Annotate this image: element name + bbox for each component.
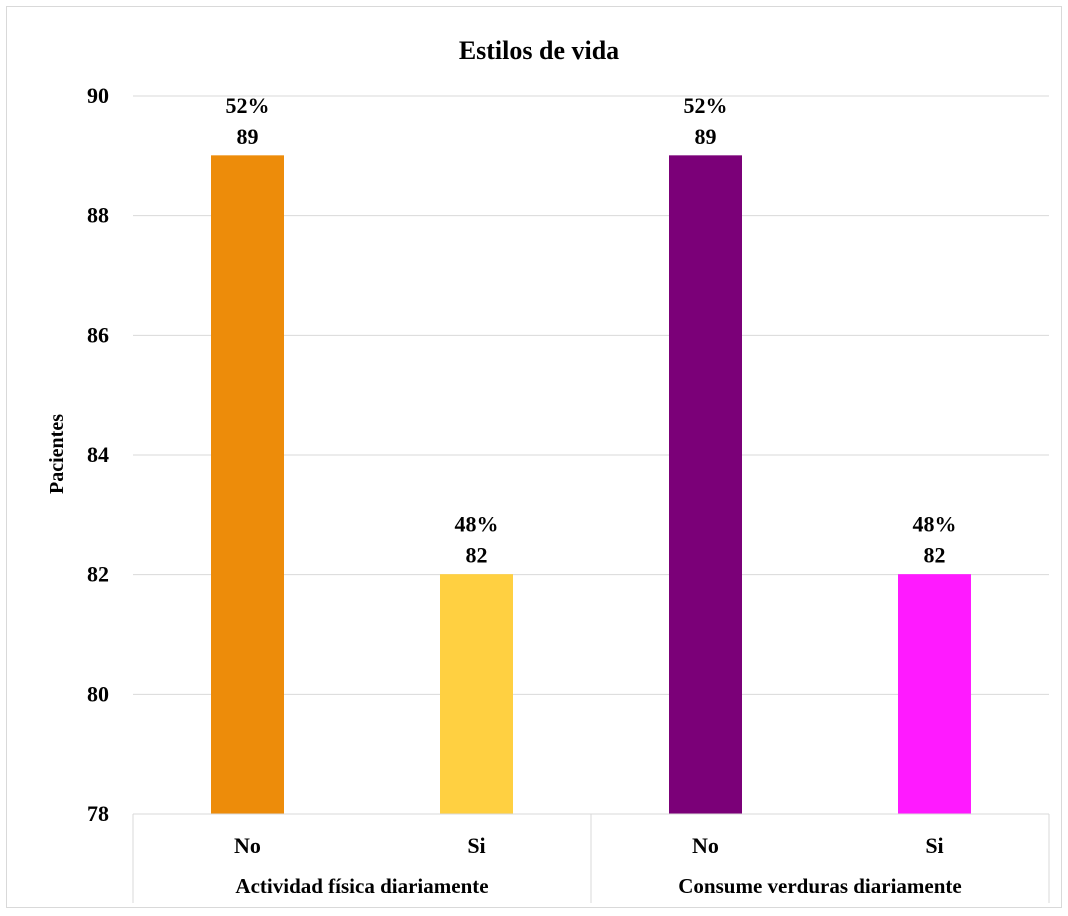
data-label-value: 82 xyxy=(466,543,488,568)
y-tick-label: 80 xyxy=(87,681,109,706)
data-label-value: 82 xyxy=(924,543,946,568)
data-label-percent: 52% xyxy=(226,93,270,118)
chart-container: Estilos de vida Pacientes 78 80 82 84 86 88 90… xyxy=(6,6,1062,908)
x-group-label: Actividad física diariamente xyxy=(235,874,488,898)
data-label-percent: 48% xyxy=(913,512,957,537)
gridlines xyxy=(133,95,1049,815)
x-group-label: Consume verduras diariamente xyxy=(678,874,961,898)
data-label-percent: 52% xyxy=(684,93,728,118)
bar-chart: Estilos de vida Pacientes 78 80 82 84 86 88 90… xyxy=(46,36,1050,903)
y-tick-label: 78 xyxy=(87,801,109,826)
y-tick-label: 86 xyxy=(87,322,109,347)
x-tick-label: Si xyxy=(467,833,485,858)
y-tick-labels: 78 80 82 84 86 88 90 xyxy=(87,83,109,826)
data-labels: 52% 89 48% 82 52% 89 48% 82 xyxy=(226,93,957,568)
chart-title: Estilos de vida xyxy=(459,36,619,65)
bar-no xyxy=(669,155,742,815)
y-tick-label: 88 xyxy=(87,203,109,228)
x-tick-label: No xyxy=(692,833,719,858)
data-label-value: 89 xyxy=(237,124,259,149)
bar-si xyxy=(898,574,971,815)
bar-no xyxy=(211,155,284,815)
x-axis: No Si Actividad física diariamente No Si Cons… xyxy=(132,813,1050,903)
x-tick-label: Si xyxy=(925,833,943,858)
data-label-percent: 48% xyxy=(455,512,499,537)
bar-si xyxy=(440,574,513,815)
x-tick-label: No xyxy=(234,833,261,858)
data-label-value: 89 xyxy=(695,124,717,149)
bars xyxy=(211,155,971,815)
y-axis-label: Pacientes xyxy=(46,414,68,494)
y-tick-label: 84 xyxy=(87,442,109,467)
y-tick-label: 82 xyxy=(87,562,109,587)
y-tick-label: 90 xyxy=(87,83,109,108)
